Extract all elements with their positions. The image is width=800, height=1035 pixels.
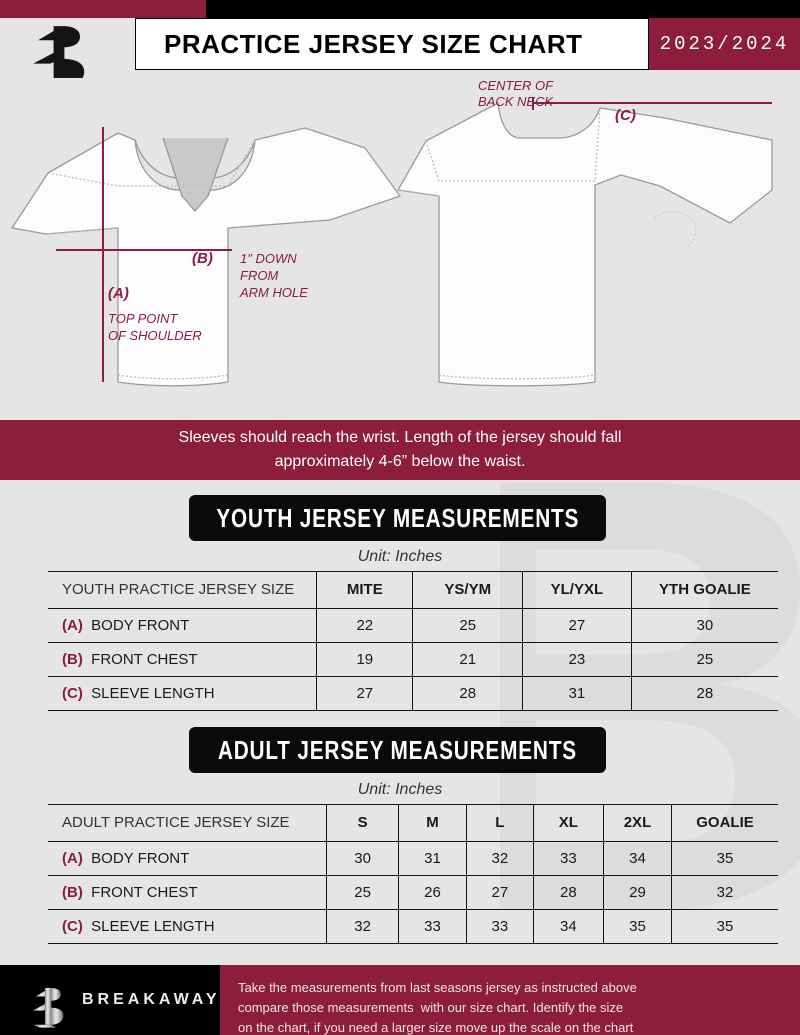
svg-text:1" DOWN: 1" DOWN — [240, 251, 297, 266]
svg-text:FROM: FROM — [240, 268, 278, 283]
svg-text:ARM HOLE: ARM HOLE — [239, 285, 308, 300]
svg-text:(C): (C) — [615, 107, 636, 124]
svg-text:(B): (B) — [192, 250, 213, 267]
svg-text:(A): (A) — [108, 285, 129, 302]
svg-text:CENTER OF: CENTER OF — [478, 78, 554, 93]
svg-text:BACK NECK: BACK NECK — [478, 94, 554, 109]
svg-text:TOP POINT: TOP POINT — [108, 311, 178, 326]
svg-text:OF SHOULDER: OF SHOULDER — [108, 328, 202, 343]
